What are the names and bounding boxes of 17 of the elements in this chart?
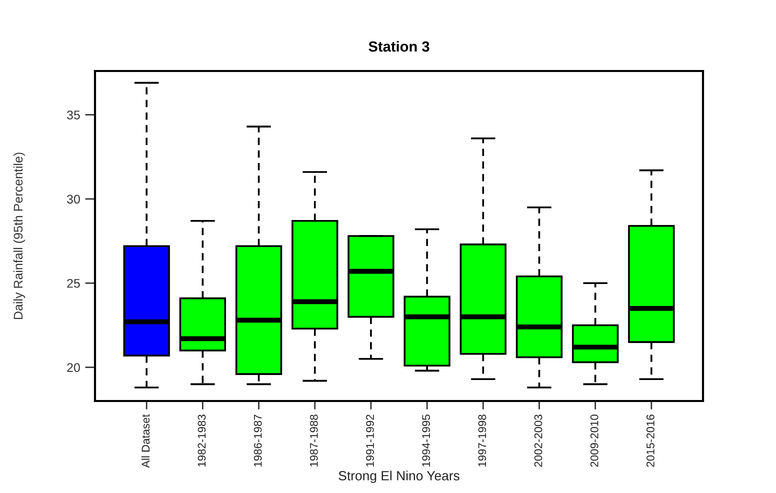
y-axis-title: Daily Rainfall (95th Percentile)	[13, 152, 26, 320]
x-axis-title: Strong El Nino Years	[338, 470, 460, 483]
x-tick-label: 2009-2010	[590, 414, 598, 467]
y-tick-label: 30	[66, 194, 80, 204]
x-tick-label: 2015-2016	[646, 414, 654, 467]
x-tick-label: 1982-1983	[198, 414, 206, 466]
chart-title: Station 3	[368, 40, 430, 52]
y-tick-label: 35	[66, 110, 80, 120]
x-tick-label: 1991-1992	[366, 414, 374, 466]
x-tick-label: All Dataset	[141, 414, 150, 468]
x-tick-label: 1997-1998	[478, 414, 486, 466]
x-tick-label: 1986-1987	[254, 414, 262, 466]
x-tick-label: 1987-1988	[310, 414, 318, 466]
x-tick-label: 1994-1995	[422, 414, 430, 466]
y-tick-label: 20	[67, 363, 80, 372]
x-tick-label: 2002-2003	[534, 414, 542, 467]
y-tick-label: 25	[67, 278, 80, 288]
